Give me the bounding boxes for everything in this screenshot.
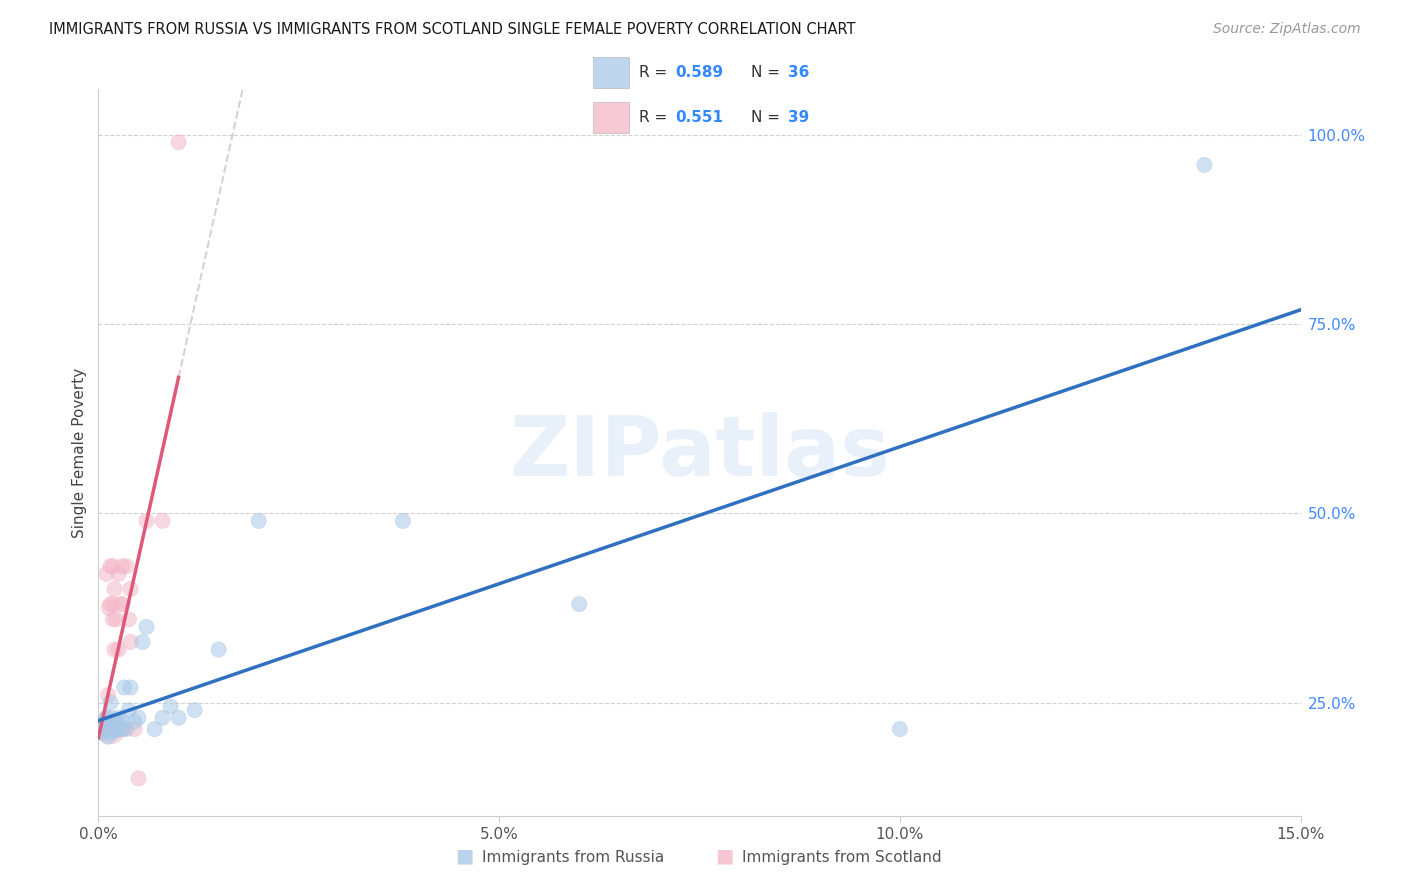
- Text: ZIPatlas: ZIPatlas: [509, 412, 890, 493]
- Point: [103, 582, 125, 596]
- Point: [105, 722, 128, 736]
- Text: 0.551: 0.551: [676, 110, 724, 125]
- Point: [91, 726, 114, 740]
- Text: Source: ZipAtlas.com: Source: ZipAtlas.com: [1213, 22, 1361, 37]
- Point: [110, 597, 132, 611]
- Point: [103, 642, 125, 657]
- Text: 0.589: 0.589: [676, 65, 724, 80]
- Point: [107, 566, 129, 581]
- Point: [152, 514, 174, 528]
- Point: [152, 711, 174, 725]
- Point: [183, 703, 205, 717]
- Point: [120, 582, 142, 596]
- Point: [97, 722, 120, 736]
- Point: [91, 722, 114, 736]
- Y-axis label: Single Female Poverty: Single Female Poverty: [72, 368, 87, 538]
- Point: [128, 711, 150, 725]
- Text: R =: R =: [640, 65, 672, 80]
- Point: [96, 566, 118, 581]
- Point: [103, 722, 125, 736]
- Point: [118, 612, 141, 626]
- Point: [112, 681, 135, 695]
- Text: 36: 36: [787, 65, 808, 80]
- Point: [100, 597, 122, 611]
- Point: [110, 722, 132, 736]
- Point: [101, 559, 124, 574]
- Point: [101, 722, 124, 736]
- Point: [100, 696, 122, 710]
- Point: [120, 681, 142, 695]
- Point: [208, 642, 231, 657]
- Point: [97, 722, 120, 736]
- Text: N =: N =: [751, 65, 785, 80]
- Point: [103, 714, 125, 729]
- Text: 39: 39: [787, 110, 808, 125]
- Point: [105, 722, 128, 736]
- Text: IMMIGRANTS FROM RUSSIA VS IMMIGRANTS FROM SCOTLAND SINGLE FEMALE POVERTY CORRELA: IMMIGRANTS FROM RUSSIA VS IMMIGRANTS FRO…: [49, 22, 856, 37]
- Point: [118, 703, 141, 717]
- Point: [1194, 158, 1216, 172]
- Point: [96, 722, 118, 736]
- Point: [93, 722, 115, 736]
- Point: [100, 722, 122, 736]
- Point: [392, 514, 415, 528]
- Point: [112, 722, 135, 736]
- Point: [97, 688, 120, 702]
- Point: [107, 722, 129, 736]
- Point: [159, 699, 181, 714]
- Point: [143, 722, 166, 736]
- Point: [100, 722, 122, 736]
- Point: [97, 730, 120, 744]
- Point: [889, 722, 911, 736]
- Point: [120, 635, 142, 649]
- Point: [105, 612, 128, 626]
- Point: [167, 711, 190, 725]
- Point: [103, 722, 125, 736]
- Point: [124, 722, 146, 736]
- Point: [111, 722, 134, 736]
- Text: ■: ■: [714, 847, 734, 865]
- Text: N =: N =: [751, 110, 785, 125]
- Point: [167, 135, 190, 149]
- Point: [111, 559, 134, 574]
- Point: [100, 559, 122, 574]
- Point: [128, 772, 150, 786]
- Point: [96, 711, 118, 725]
- Text: Immigrants from Scotland: Immigrants from Scotland: [742, 850, 942, 865]
- Text: ■: ■: [454, 847, 474, 865]
- Point: [101, 612, 124, 626]
- Point: [115, 722, 138, 736]
- Bar: [592, 56, 628, 88]
- Point: [107, 642, 129, 657]
- Point: [96, 711, 118, 725]
- Point: [124, 714, 146, 729]
- Bar: [592, 102, 628, 134]
- Point: [247, 514, 270, 528]
- Point: [111, 597, 134, 611]
- Text: Immigrants from Russia: Immigrants from Russia: [482, 850, 665, 865]
- Point: [568, 597, 591, 611]
- Point: [135, 620, 157, 634]
- Point: [101, 722, 124, 736]
- Point: [110, 722, 132, 736]
- Point: [101, 597, 124, 611]
- Point: [94, 722, 117, 736]
- Point: [115, 559, 138, 574]
- Point: [100, 718, 122, 732]
- Point: [97, 601, 120, 615]
- Point: [135, 514, 157, 528]
- Point: [107, 711, 129, 725]
- Text: R =: R =: [640, 110, 672, 125]
- Point: [96, 718, 118, 732]
- Point: [131, 635, 153, 649]
- Point: [94, 722, 117, 736]
- Point: [107, 722, 129, 736]
- Point: [111, 714, 134, 729]
